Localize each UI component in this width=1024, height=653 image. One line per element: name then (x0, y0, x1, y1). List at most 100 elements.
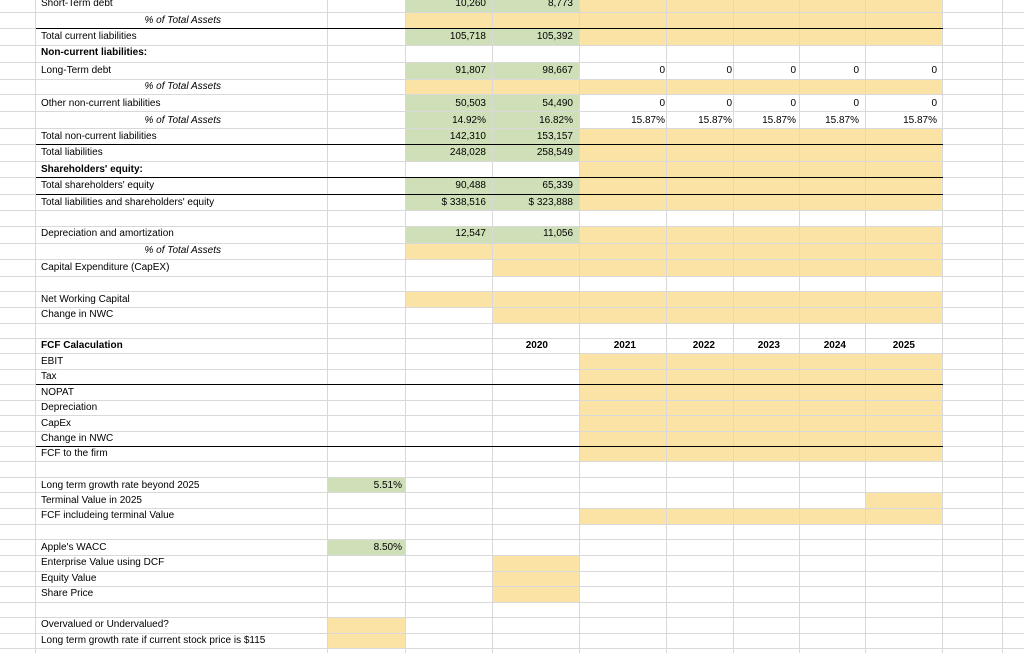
column-gridline (579, 0, 580, 653)
cell-total-liab-equity-2020[interactable]: $ 323,888 (528, 197, 574, 208)
cell-nopat-label[interactable]: NOPAT (41, 387, 74, 398)
cell-depreciation-amortization-2020[interactable]: 11,056 (543, 228, 573, 239)
cell-fcf-header-2020[interactable]: 2020 (525, 340, 548, 351)
cell-short-term-debt-2019[interactable]: 10,260 (455, 0, 486, 9)
cell-fill (580, 353, 943, 461)
cell-fcf-header-2023[interactable]: 2023 (757, 340, 780, 351)
cell-total-liabilities-2020[interactable]: 258,549 (536, 147, 573, 158)
cell-fcf-header-2022[interactable]: 2022 (692, 340, 715, 351)
cell-fcf-header[interactable]: FCF Calaculation (41, 340, 123, 351)
cell-fcf-header-2025[interactable]: 2025 (892, 340, 915, 351)
cell-total-non-current-label[interactable]: Total non-current liabilities (41, 131, 157, 142)
cell-fill (866, 492, 943, 508)
cell-depreciation-amortization-label[interactable]: Depreciation and amortization (41, 228, 174, 239)
cell-equity-value-label[interactable]: Equity Value (41, 573, 97, 584)
cell-shareholders-header[interactable]: Shareholders' equity: (41, 164, 143, 175)
row-gridline (0, 79, 1024, 80)
cell-total-liab-equity-2019[interactable]: $ 338,516 (441, 197, 487, 208)
cell-non-current-header[interactable]: Non-current liabilities: (41, 47, 148, 58)
cell-long-term-growth-label[interactable]: Long term growth rate beyond 2025 (41, 480, 200, 491)
cell-long-term-debt-2022[interactable]: 0 (726, 65, 732, 76)
cell-depreciation-label[interactable]: Depreciation (41, 402, 98, 413)
cell-long-term-debt-2021[interactable]: 0 (659, 65, 665, 76)
column-gridline (405, 0, 406, 653)
row-gridline (0, 353, 1024, 354)
cell-pct-total-assets-3-2022[interactable]: 15.87% (698, 115, 732, 126)
cell-other-non-current-2025[interactable]: 0 (931, 98, 937, 109)
cell-long-term-debt-label[interactable]: Long-Term debt (41, 65, 112, 76)
cell-pct-total-assets-3-2024[interactable]: 15.87% (825, 115, 859, 126)
cell-pct-total-assets-3-2020[interactable]: 16.82% (539, 115, 573, 126)
cell-wacc-value[interactable]: 8.50% (373, 542, 402, 553)
cell-border (36, 446, 943, 447)
row-gridline (0, 338, 1024, 339)
cell-border (36, 28, 943, 29)
cell-depreciation-amortization-2019[interactable]: 12,547 (455, 228, 486, 239)
cell-long-term-growth-value[interactable]: 5.51% (373, 480, 402, 491)
cell-total-non-current-2020[interactable]: 153,157 (536, 131, 573, 142)
cell-fill (493, 259, 943, 276)
cell-total-current-liabilities-2020[interactable]: 105,392 (536, 31, 573, 42)
cell-fill (328, 617, 405, 648)
cell-other-non-current-2021[interactable]: 0 (659, 98, 665, 109)
cell-pct-total-assets-1[interactable]: % of Total Assets (144, 15, 221, 26)
cell-long-term-debt-2020[interactable]: 98,667 (542, 65, 573, 76)
cell-fcf-to-firm-label[interactable]: FCF to the firm (41, 448, 108, 459)
cell-capex-short-label[interactable]: CapEx (41, 418, 72, 429)
cell-fill (580, 0, 943, 28)
cell-pct-total-assets-3-2021[interactable]: 15.87% (631, 115, 665, 126)
cell-long-term-debt-2023[interactable]: 0 (790, 65, 796, 76)
cell-other-non-current-2024[interactable]: 0 (853, 98, 859, 109)
cell-long-term-debt-2024[interactable]: 0 (853, 65, 859, 76)
cell-pct-total-assets-4[interactable]: % of Total Assets (144, 245, 221, 256)
cell-capex-label[interactable]: Capital Expenditure (CapEX) (41, 262, 170, 273)
row-gridline (0, 633, 1024, 634)
cell-enterprise-value-label[interactable]: Enterprise Value using DCF (41, 557, 165, 568)
cell-tax-label[interactable]: Tax (41, 371, 57, 382)
cell-total-shareholders-equity-label[interactable]: Total shareholders' equity (41, 180, 155, 191)
cell-change-nwc-label[interactable]: Change in NWC (41, 309, 114, 320)
cell-total-liab-equity-label[interactable]: Total liabilities and shareholders' equi… (41, 197, 215, 208)
cell-fcf-header-2021[interactable]: 2021 (613, 340, 636, 351)
cell-total-shareholders-equity-2020[interactable]: 65,339 (542, 180, 573, 191)
column-gridline (35, 0, 36, 653)
cell-ltg-if-115-label[interactable]: Long term growth rate if current stock p… (41, 635, 266, 646)
cell-total-current-liabilities-2019[interactable]: 105,718 (449, 31, 486, 42)
cell-total-non-current-2019[interactable]: 142,310 (449, 131, 486, 142)
row-gridline (0, 307, 1024, 308)
cell-total-liabilities-label[interactable]: Total liabilities (41, 147, 103, 158)
cell-pct-total-assets-3-2025[interactable]: 15.87% (903, 115, 937, 126)
cell-total-shareholders-equity-2019[interactable]: 90,488 (455, 180, 486, 191)
cell-fill (406, 79, 943, 94)
cell-share-price-label[interactable]: Share Price (41, 588, 94, 599)
column-gridline (327, 0, 328, 653)
cell-other-non-current-label[interactable]: Other non-current liabilities (41, 98, 161, 109)
cell-terminal-value-label[interactable]: Terminal Value in 2025 (41, 495, 142, 506)
cell-change-nwc-2-label[interactable]: Change in NWC (41, 433, 114, 444)
cell-fcf-terminal-label[interactable]: FCF includeing terminal Value (41, 510, 175, 521)
cell-other-non-current-2022[interactable]: 0 (726, 98, 732, 109)
cell-other-non-current-2020[interactable]: 54,490 (542, 98, 573, 109)
cell-other-non-current-2019[interactable]: 50,503 (455, 98, 486, 109)
cell-pct-total-assets-2[interactable]: % of Total Assets (144, 81, 221, 92)
cell-long-term-debt-2025[interactable]: 0 (931, 65, 937, 76)
cell-short-term-debt-2020[interactable]: 8,773 (547, 0, 573, 9)
cell-pct-total-assets-3-2019[interactable]: 14.92% (452, 115, 486, 126)
cell-over-under-label[interactable]: Overvalued or Undervalued? (41, 619, 169, 630)
cell-short-term-debt-label[interactable]: Short-Term debt (41, 0, 113, 9)
row-gridline (0, 400, 1024, 401)
cell-other-non-current-2023[interactable]: 0 (790, 98, 796, 109)
cell-long-term-debt-2019[interactable]: 91,807 (455, 65, 486, 76)
cell-fcf-header-2024[interactable]: 2024 (823, 340, 846, 351)
column-gridline (666, 0, 667, 653)
row-gridline (0, 291, 1024, 292)
cell-total-current-liabilities-label[interactable]: Total current liabilities (41, 31, 137, 42)
cell-total-liabilities-2019[interactable]: 248,028 (449, 147, 486, 158)
cell-ebit-label[interactable]: EBIT (41, 356, 64, 367)
cell-pct-total-assets-3[interactable]: % of Total Assets (144, 115, 221, 126)
cell-wacc-label[interactable]: Apple's WACC (41, 542, 107, 553)
cell-fill (580, 28, 943, 46)
cell-nwc-label[interactable]: Net Working Capital (41, 294, 130, 305)
cell-pct-total-assets-3-2023[interactable]: 15.87% (762, 115, 796, 126)
